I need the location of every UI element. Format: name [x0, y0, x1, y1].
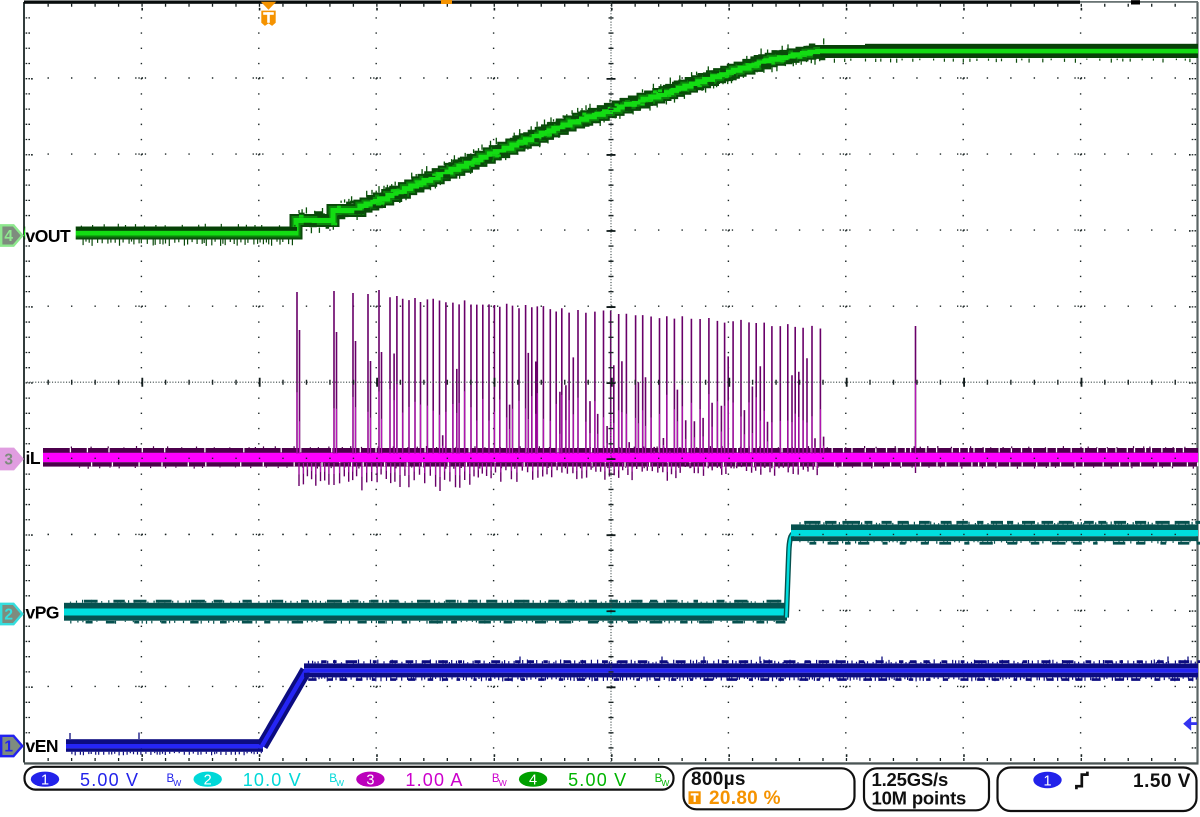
svg-text:vPG: vPG	[26, 602, 60, 622]
svg-text:1.50 V: 1.50 V	[1133, 771, 1191, 792]
svg-text:1: 1	[41, 772, 49, 788]
svg-text:W: W	[173, 778, 181, 788]
svg-text:W: W	[499, 778, 507, 788]
svg-text:W: W	[661, 778, 669, 788]
svg-text:4: 4	[529, 772, 537, 788]
svg-text:B: B	[492, 773, 500, 785]
svg-text:B: B	[329, 773, 337, 785]
svg-text:1: 1	[4, 739, 13, 756]
svg-text:3: 3	[366, 772, 374, 788]
svg-text:4: 4	[4, 228, 13, 245]
svg-text:W: W	[336, 778, 344, 788]
svg-text:2: 2	[4, 607, 13, 624]
svg-text:5.00 V: 5.00 V	[568, 770, 627, 790]
svg-text:1: 1	[1043, 773, 1051, 789]
svg-text:vEN: vEN	[26, 736, 59, 756]
svg-text:20.80 %: 20.80 %	[709, 788, 781, 809]
svg-text:10.0 V: 10.0 V	[243, 770, 302, 790]
svg-text:iL: iL	[26, 448, 41, 468]
svg-text:1.25GS/s: 1.25GS/s	[872, 769, 949, 790]
svg-text:10M points: 10M points	[872, 788, 967, 809]
svg-text:B: B	[167, 773, 175, 785]
svg-text:vOUT: vOUT	[26, 226, 71, 246]
svg-text:3: 3	[4, 452, 13, 469]
svg-text:800µs: 800µs	[691, 769, 746, 790]
svg-text:2: 2	[204, 772, 212, 788]
svg-text:B: B	[655, 773, 663, 785]
svg-text:5.00 V: 5.00 V	[80, 770, 139, 790]
svg-text:1.00 A: 1.00 A	[405, 770, 463, 790]
